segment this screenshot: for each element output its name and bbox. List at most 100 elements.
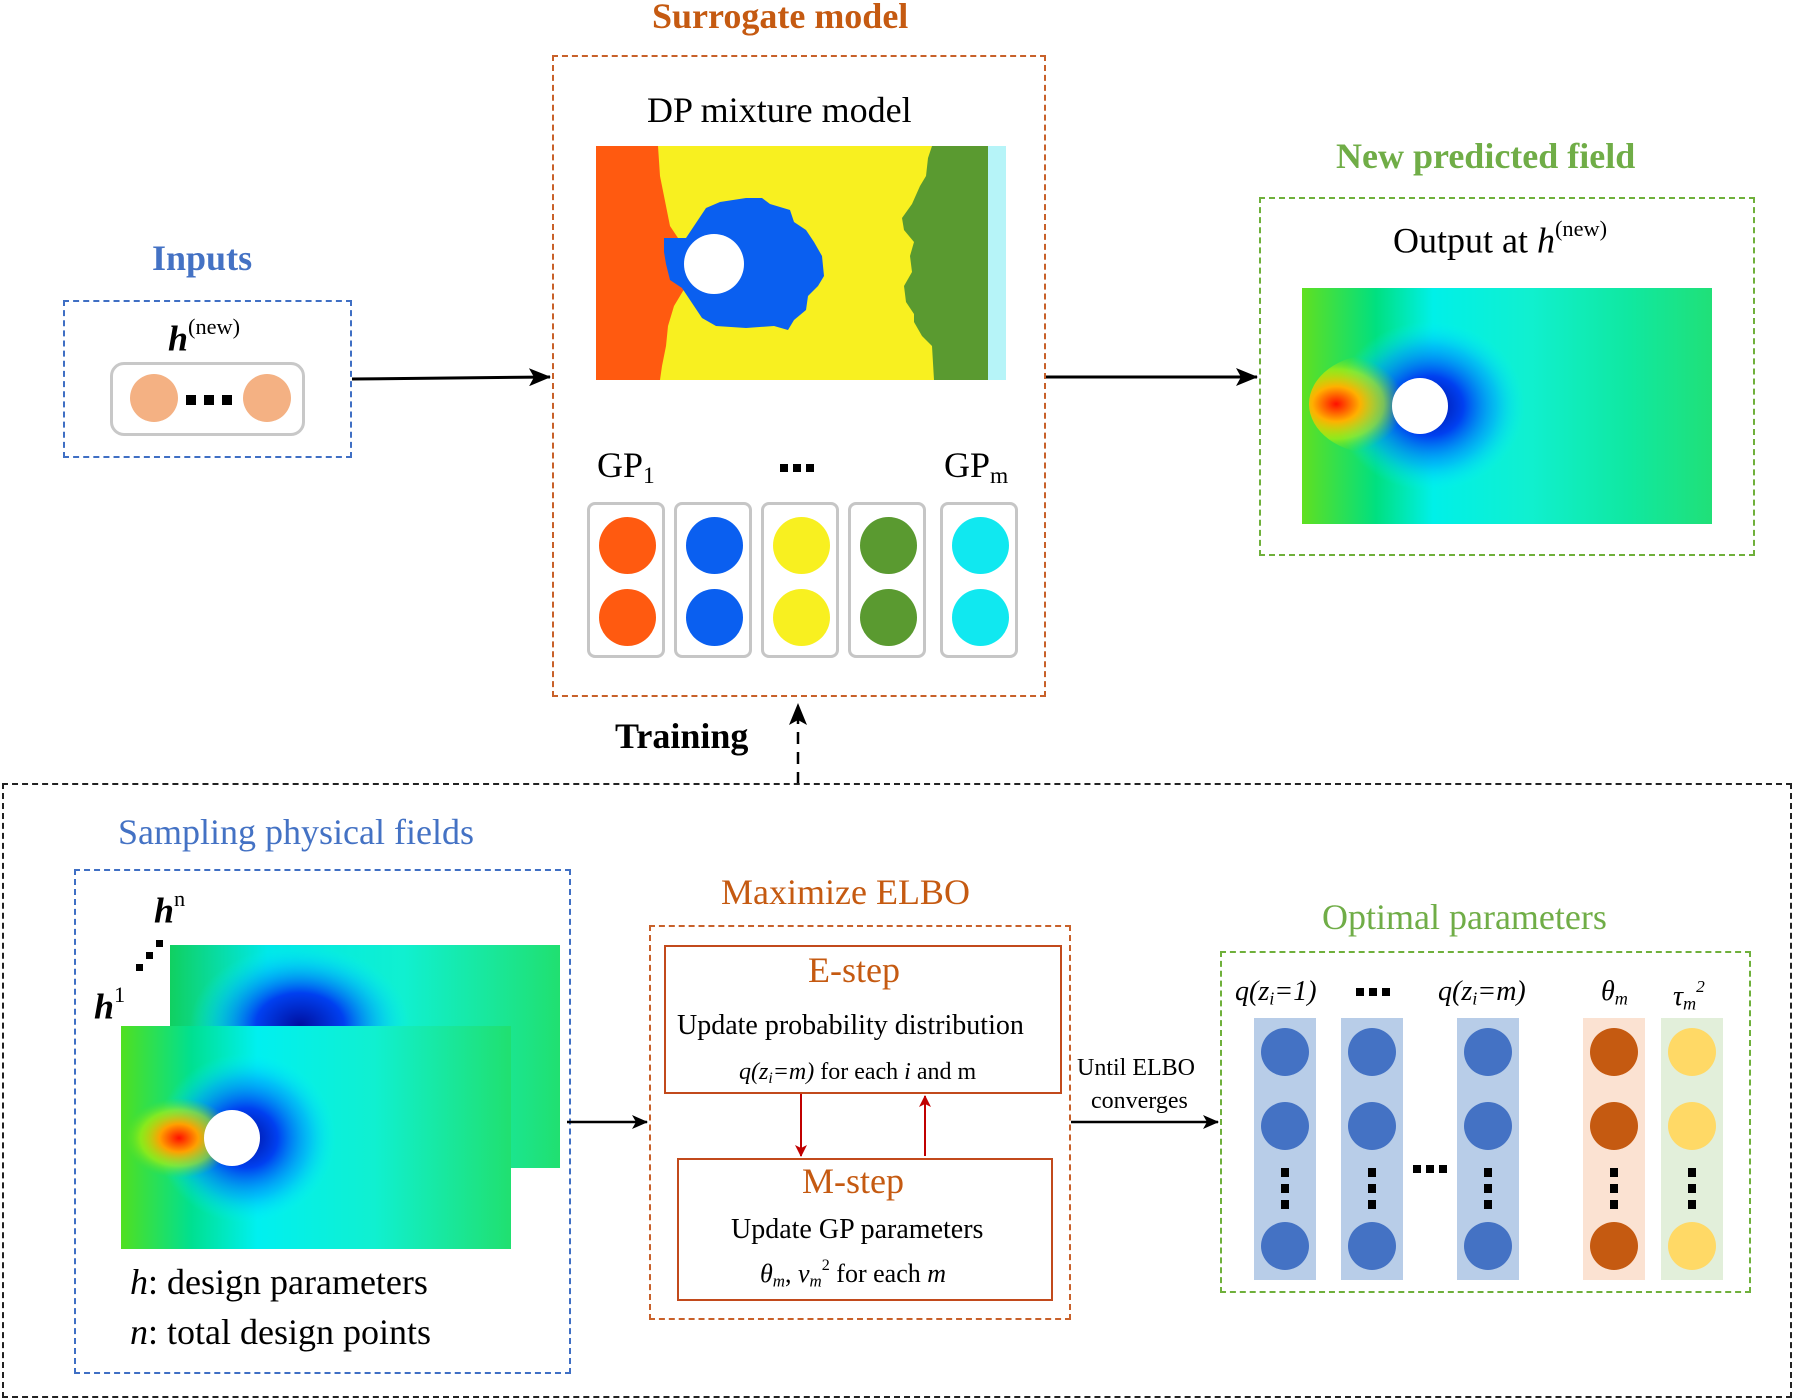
theta-symbol: θ <box>1601 976 1615 1007</box>
e-formula-pre: q(z <box>739 1059 769 1085</box>
q-ellipsis-icon <box>1356 988 1390 996</box>
theta-column <box>1583 1018 1645 1280</box>
legend-h-text: : design parameters <box>148 1262 428 1302</box>
m-step-desc: Update GP parameters <box>731 1214 984 1245</box>
q2-column <box>1341 1018 1403 1280</box>
gp-ellipsis-icon <box>780 464 814 472</box>
m-sep: , <box>784 1259 798 1289</box>
e-formula-tail: for each <box>814 1059 905 1085</box>
inputs-box <box>63 300 352 458</box>
dp-cluster-map <box>596 146 1006 380</box>
legend-n-var: n <box>130 1312 148 1352</box>
columns-ellipsis-icon <box>1413 1165 1447 1173</box>
h-1-sup: 1 <box>114 982 126 1007</box>
gp-box-1 <box>587 502 665 658</box>
gp-last-text: GP <box>944 445 991 485</box>
h-new-label: h(new) <box>168 314 241 359</box>
h-superscript: (new) <box>188 314 241 339</box>
m-step-box <box>677 1158 1053 1301</box>
dp-mixture-title: DP mixture model <box>647 90 912 130</box>
legend-h: h: design parameters <box>130 1264 428 1300</box>
tau-sup: 2 <box>1696 977 1705 996</box>
e-formula-i: i <box>904 1059 911 1085</box>
gp-box-2 <box>674 502 752 658</box>
q1-pre: q(z <box>1235 976 1270 1007</box>
h-n-label: hn <box>154 886 186 931</box>
e-step-formula: q(zi=m) for each i and m <box>739 1060 976 1086</box>
h-n-symbol: h <box>154 890 175 931</box>
gp-first-text: GP <box>597 445 644 485</box>
m-theta-sub: m <box>772 1271 785 1291</box>
gp-last-sub: m <box>990 462 1009 489</box>
e-step-desc: Update probability distribution <box>677 1010 1024 1041</box>
legend-n: n: total design points <box>130 1314 431 1350</box>
m-m: m <box>927 1259 947 1289</box>
output-box <box>1259 197 1755 556</box>
legend-n-text: : total design points <box>148 1312 431 1352</box>
elbo-box <box>649 925 1071 1320</box>
tau-symbol: τ <box>1673 981 1684 1013</box>
q1-sub: i <box>1269 988 1275 1009</box>
surrogate-box <box>552 55 1046 697</box>
m-v: v <box>797 1259 810 1289</box>
e-formula-sub: i <box>768 1069 773 1087</box>
optimal-box <box>1220 951 1751 1293</box>
h-symbol: h <box>168 318 189 359</box>
tau-label: τm2 <box>1673 978 1705 1013</box>
qm-label: q(zi=m) <box>1438 978 1526 1008</box>
predicted-field-plot <box>1302 288 1712 524</box>
e-formula-end: and m <box>910 1059 977 1085</box>
e-formula-post: =m) <box>772 1059 815 1085</box>
h-1-symbol: h <box>94 986 115 1027</box>
training-panel <box>2 783 1792 1398</box>
theta-sub: m <box>1614 988 1628 1009</box>
output-label-text: Output at <box>1393 220 1537 261</box>
tau-column <box>1661 1018 1723 1280</box>
training-label: Training <box>615 716 749 756</box>
gp-first-sub: 1 <box>643 462 655 489</box>
h-1-label: h1 <box>94 982 126 1027</box>
qm-column <box>1457 1018 1519 1280</box>
converge-line-2: converges <box>1091 1088 1188 1114</box>
gp-first-label: GP1 <box>597 447 655 488</box>
qm-pre: q(z <box>1438 976 1473 1007</box>
q1-post: =1) <box>1274 976 1317 1007</box>
input-node-2 <box>243 374 291 422</box>
surrogate-title: Surrogate model <box>652 0 909 36</box>
field-sample-front <box>121 1026 511 1249</box>
m-theta: θ <box>760 1259 773 1289</box>
legend-h-var: h <box>130 1262 148 1302</box>
gp-box-5 <box>940 502 1018 658</box>
output-label: Output at h(new) <box>1393 216 1608 261</box>
m-v-sup: 2 <box>821 1257 830 1274</box>
sampling-title: Sampling physical fields <box>118 812 474 852</box>
gp-box-3 <box>761 502 839 658</box>
diagonal-ellipsis-icon <box>132 940 166 974</box>
h-n-sup: n <box>174 886 186 911</box>
output-title: New predicted field <box>1336 136 1636 176</box>
m-step-title: M-step <box>802 1161 904 1201</box>
m-v-sub: m <box>809 1271 822 1291</box>
inputs-title: Inputs <box>152 238 253 278</box>
q1-column <box>1254 1018 1316 1280</box>
tau-sub: m <box>1683 993 1697 1014</box>
e-step-box <box>664 945 1062 1094</box>
output-h-symbol: h <box>1536 220 1555 261</box>
converge-line-1: Until ELBO <box>1077 1055 1195 1081</box>
m-tail: for each <box>829 1259 928 1289</box>
qm-sub: i <box>1472 988 1478 1009</box>
theta-label: θm <box>1601 978 1628 1008</box>
q1-label: q(zi=1) <box>1235 978 1317 1008</box>
input-ellipsis-icon <box>186 395 232 405</box>
top-arrows <box>351 368 1258 784</box>
gp-box-4 <box>848 502 926 658</box>
gp-last-label: GPm <box>944 447 1008 488</box>
e-step-title: E-step <box>808 950 900 990</box>
input-node-1 <box>130 374 178 422</box>
output-h-superscript: (new) <box>1554 216 1608 241</box>
m-step-formula: θm, vm2 for each m <box>760 1257 947 1291</box>
optimal-title: Optimal parameters <box>1322 897 1607 937</box>
elbo-title: Maximize ELBO <box>721 872 970 912</box>
